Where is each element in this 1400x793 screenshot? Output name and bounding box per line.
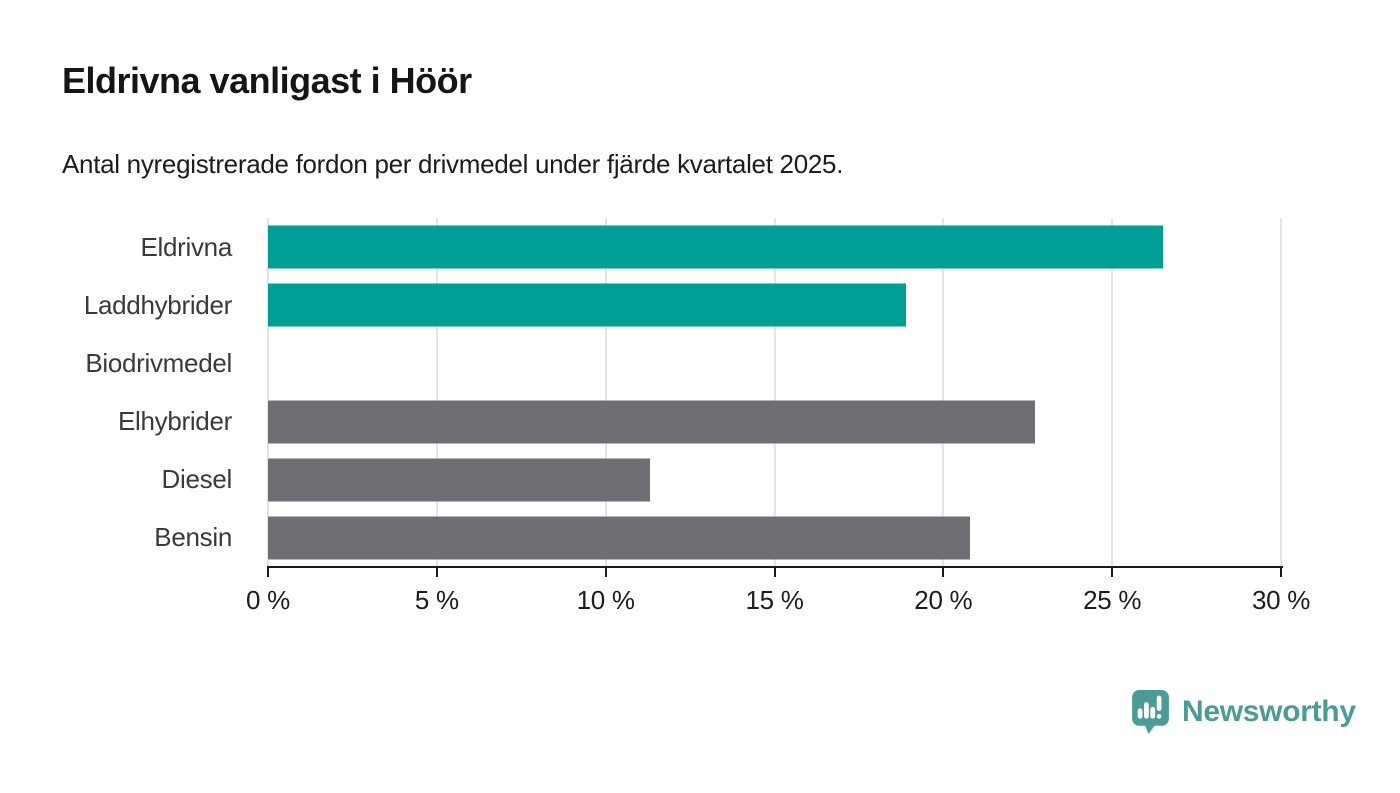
x-tick-20: [942, 566, 945, 577]
x-tick-label-0: 0 %: [246, 585, 290, 615]
category-label-diesel: Diesel: [161, 464, 233, 495]
category-label-biodrivmedel: Biodrivmedel: [85, 347, 232, 378]
bar-eldrivna: [268, 225, 1163, 269]
x-tick-label-30: 30 %: [1251, 585, 1311, 615]
x-tick-15: [773, 566, 776, 577]
chart-subtitle: Antal nyregistrerade fordon per drivmede…: [62, 149, 844, 179]
plot-area: [267, 218, 1282, 567]
x-tick-label-20: 20 %: [914, 585, 973, 615]
chart-title: Eldrivna vanligast i Höör: [62, 60, 472, 101]
category-label-laddhybrider: Laddhybrider: [83, 289, 232, 320]
x-axis-tick-labels: 0 % 5 % 10 % 15 % 20 % 25 % 30 %: [246, 585, 1310, 619]
x-tick-label-10: 10 %: [576, 585, 635, 615]
gridline-0: [267, 218, 269, 567]
category-label-bensin: Bensin: [154, 522, 232, 553]
gridline-15: [773, 218, 776, 567]
x-tick-10: [604, 566, 607, 577]
x-tick-label-25: 25 %: [1083, 585, 1142, 615]
x-tick-label-5: 5 %: [414, 585, 459, 615]
bar-row-bensin: [268, 509, 1281, 567]
gridline-30: [1280, 218, 1282, 567]
category-label-elhybrider: Elhybrider: [117, 406, 232, 437]
bar-row-elhybrider: [268, 393, 1281, 451]
bar-row-diesel: [268, 451, 1281, 509]
gridline-25: [1111, 218, 1114, 567]
x-tick-25: [1111, 566, 1114, 577]
bar-row-eldrivna: [268, 218, 1281, 276]
bar-bensin: [268, 516, 971, 560]
bar-row-biodrivmedel: [268, 334, 1281, 392]
gridline-20: [942, 218, 945, 567]
x-tick-5: [435, 566, 438, 577]
bar-series: [268, 218, 1281, 567]
category-axis: Eldrivna Laddhybrider Biodrivmedel Elhybrid…: [0, 218, 250, 567]
newsworthy-wordmark: Newsworthy: [1182, 695, 1356, 728]
bar-elhybrider: [268, 400, 1035, 444]
newsworthy-logo-icon: [1132, 690, 1169, 734]
x-tick-label-15: 15 %: [745, 585, 804, 615]
branding-footer: Newsworthy: [1130, 689, 1356, 735]
gridline-5: [435, 218, 438, 567]
bar-laddhybrider: [268, 283, 907, 327]
gridline-10: [604, 218, 607, 567]
x-tick-30: [1280, 566, 1282, 577]
x-tick-0: [267, 566, 269, 577]
category-label-eldrivna: Eldrivna: [140, 231, 232, 262]
bar-row-laddhybrider: [268, 276, 1281, 334]
bar-diesel: [268, 458, 650, 502]
